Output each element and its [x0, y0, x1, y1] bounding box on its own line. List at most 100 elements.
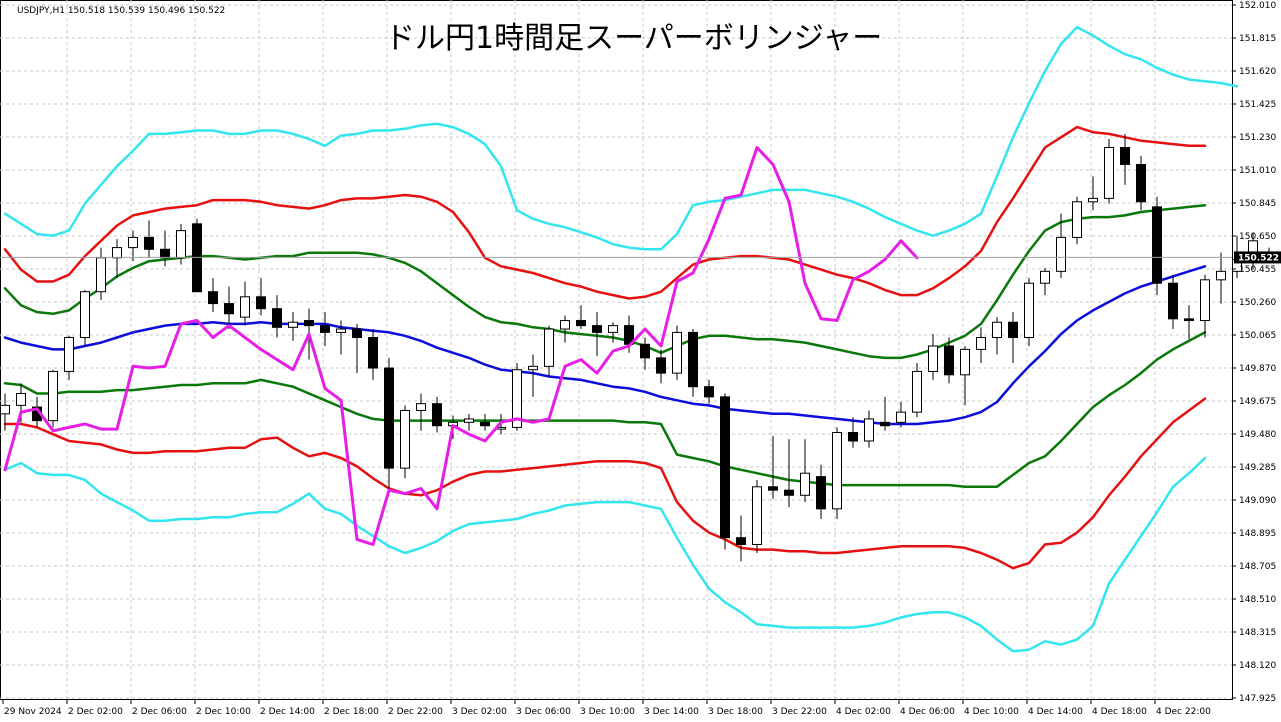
candle-body: [368, 337, 378, 369]
candle-body: [560, 320, 570, 330]
y-tick-label: 148.510: [1239, 595, 1276, 605]
candle: [1120, 133, 1130, 185]
y-tick-label: 149.870: [1239, 364, 1276, 374]
current-price-box: [1234, 251, 1281, 264]
y-tick-label: 149.480: [1239, 430, 1276, 440]
candle: [0, 393, 10, 431]
candle-body: [992, 321, 1002, 339]
x-tick-label: 2 Dec 06:00: [132, 707, 187, 717]
candle-body: [1168, 282, 1178, 320]
y-tick-label: 149.675: [1239, 397, 1276, 407]
x-tick-label: 3 Dec 22:00: [772, 707, 827, 717]
candle: [576, 305, 586, 330]
candle: [224, 286, 234, 330]
candle: [1216, 252, 1226, 304]
candle-body: [608, 325, 618, 333]
candle: [880, 396, 890, 431]
candle-body: [208, 291, 218, 305]
candle: [1152, 196, 1162, 296]
candle-body: [464, 418, 474, 423]
candle-body: [1040, 270, 1050, 284]
candle: [1184, 305, 1194, 340]
candle: [592, 312, 602, 357]
candle-body: [800, 472, 810, 496]
x-tick-label: 3 Dec 10:00: [580, 707, 635, 717]
candle: [816, 464, 826, 520]
candle: [464, 413, 474, 431]
y-tick-label: 150.455: [1239, 265, 1276, 275]
candle-body: [1216, 270, 1226, 281]
candle-body: [848, 432, 858, 442]
candle-body: [1184, 318, 1194, 322]
series-upper-3sigma: [3, 25, 1239, 251]
candle-body: [416, 403, 426, 411]
x-tick-label: 3 Dec 14:00: [644, 707, 699, 717]
candle: [288, 312, 298, 341]
candle: [784, 439, 794, 508]
candle-body: [64, 337, 74, 372]
y-tick-label: 150.260: [1239, 298, 1276, 308]
candle: [240, 281, 250, 326]
candle: [48, 369, 58, 428]
candle: [704, 379, 714, 404]
y-tick-label: 151.230: [1239, 133, 1276, 143]
candle-body: [480, 421, 490, 427]
candle-body: [48, 370, 58, 422]
candle-body: [720, 396, 730, 539]
candle: [480, 413, 490, 431]
candle-body: [528, 365, 538, 371]
candle: [640, 337, 650, 370]
series-upper-2sigma: [3, 125, 1207, 300]
y-tick-label: 148.315: [1239, 628, 1276, 638]
series-upper-1sigma: [3, 203, 1207, 360]
candle: [672, 325, 682, 380]
candle-body: [384, 367, 394, 469]
candle-body: [816, 476, 826, 510]
candle-body: [336, 328, 346, 333]
candle: [688, 329, 698, 397]
candle: [272, 295, 282, 338]
candle-body: [80, 291, 90, 339]
candle-body: [928, 345, 938, 372]
series-lagging: [3, 146, 919, 546]
candle-body: [1200, 279, 1210, 322]
candle: [848, 417, 858, 448]
x-tick-label: 3 Dec 18:00: [708, 707, 763, 717]
candle-body: [976, 337, 986, 350]
x-tick-label: 4 Dec 18:00: [1092, 707, 1147, 717]
y-tick-label: 151.425: [1239, 100, 1276, 110]
candle-body: [752, 486, 762, 545]
candle: [992, 317, 1002, 355]
x-tick-label: 4 Dec 02:00: [836, 707, 891, 717]
x-tick-label: 3 Dec 06:00: [516, 707, 571, 717]
candle: [1200, 274, 1210, 338]
candle-body: [640, 343, 650, 359]
candle: [1168, 274, 1178, 330]
candle-body: [256, 296, 266, 310]
candle: [720, 393, 730, 550]
x-tick-label: 3 Dec 02:00: [452, 707, 507, 717]
chart-title: ドル円1時間足スーパーボリンジャー: [385, 21, 882, 56]
candle: [320, 312, 330, 346]
candle-body: [1152, 206, 1162, 284]
candle: [128, 230, 138, 262]
candle: [1088, 176, 1098, 211]
candle: [944, 337, 954, 384]
candle-body: [880, 421, 890, 427]
bollinger-bands: [3, 25, 1239, 653]
candle: [80, 290, 90, 346]
x-tick-label: 2 Dec 10:00: [196, 707, 251, 717]
candle-body: [576, 320, 586, 327]
candle-body: [656, 357, 666, 374]
y-tick-label: 148.895: [1239, 529, 1276, 539]
candle-body: [1136, 163, 1146, 203]
candle-body: [0, 404, 10, 415]
candle-body: [288, 321, 298, 328]
candle: [608, 322, 618, 343]
y-tick-label: 150.845: [1239, 199, 1276, 209]
candle-body: [16, 392, 26, 406]
x-tick-label: 4 Dec 10:00: [964, 707, 1019, 717]
y-tick-label: 152.010: [1239, 1, 1276, 11]
candle-body: [896, 411, 906, 423]
candle-body: [512, 369, 522, 428]
